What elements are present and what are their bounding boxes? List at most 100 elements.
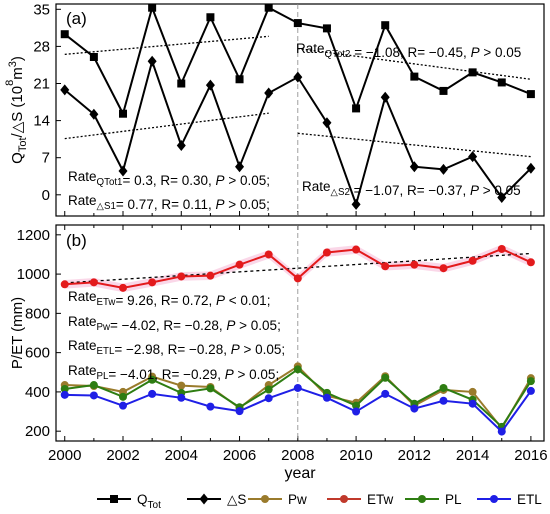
panel-b: 200 400 600 800 1000 1200 2000 2002 2004 2006 2008… bbox=[9, 224, 548, 482]
legend-marker-diamond bbox=[199, 493, 209, 505]
legend-marker-circle bbox=[418, 495, 426, 503]
point-etl bbox=[468, 399, 477, 408]
point-etl bbox=[322, 393, 331, 402]
point-qtot bbox=[206, 13, 215, 22]
point-pl bbox=[439, 383, 448, 392]
point-ds bbox=[468, 151, 478, 163]
point-ds bbox=[526, 162, 536, 174]
point-pl bbox=[526, 377, 535, 386]
x-tick-label: 2010 bbox=[339, 447, 372, 464]
point-etw bbox=[206, 271, 215, 280]
point-pl bbox=[352, 401, 361, 410]
point-qtot bbox=[293, 19, 302, 28]
point-etl bbox=[119, 401, 128, 410]
y-tick-label-a: 28 bbox=[33, 38, 50, 55]
x-tick-label: 2006 bbox=[223, 447, 256, 464]
annotation-a: RateQTot1= 0.3, R= 0.30, P > 0.05; bbox=[68, 169, 270, 188]
annotation-a: Rate△S2 = −1.07, R= −0.37, P > 0.05 bbox=[302, 179, 521, 198]
annotation-a: Rate△S1= 0.77, R= 0.11, P > 0.05; bbox=[68, 193, 270, 212]
x-tick-label: 2000 bbox=[48, 447, 81, 464]
point-etl bbox=[352, 407, 361, 416]
legend-label: ETL bbox=[517, 492, 542, 507]
point-qtot bbox=[439, 86, 448, 95]
point-etl bbox=[293, 383, 302, 392]
panel-a: 0 7 14 21 28 35 (a) RateQTot2 = −1.08, R= −0.45… bbox=[4, 1, 545, 217]
point-qtot bbox=[89, 53, 98, 61]
y-tick-label-a: 21 bbox=[33, 76, 50, 93]
point-etw bbox=[468, 256, 477, 265]
point-ds bbox=[235, 161, 245, 173]
y-tick-label-b: 600 bbox=[25, 345, 50, 362]
legend-marker-circle bbox=[490, 495, 498, 503]
y-tick-label-b: 1000 bbox=[17, 266, 50, 283]
point-qtot bbox=[526, 90, 535, 99]
legend-marker-circle bbox=[261, 495, 269, 503]
point-pl bbox=[119, 392, 128, 401]
legend-label: ETw bbox=[367, 492, 394, 507]
annotation-b: RatePw= −4.02, R= −0.28, P > 0.05; bbox=[68, 314, 281, 333]
point-etw bbox=[235, 260, 244, 269]
point-etw bbox=[148, 278, 157, 287]
point-ds bbox=[118, 165, 128, 177]
point-ds bbox=[205, 79, 215, 91]
annotation-b: RatePL= −4.01, R= −0.29, P > 0.05; bbox=[68, 363, 279, 382]
point-etw bbox=[89, 278, 98, 287]
point-ds bbox=[60, 84, 70, 96]
point-etw bbox=[497, 244, 506, 253]
point-qtot bbox=[119, 109, 128, 118]
point-qtot bbox=[148, 3, 157, 12]
point-qtot bbox=[177, 79, 186, 88]
point-pl bbox=[89, 381, 98, 390]
point-ds bbox=[89, 108, 99, 120]
point-etw bbox=[352, 245, 361, 254]
point-etl bbox=[381, 389, 390, 398]
point-pl bbox=[148, 375, 157, 384]
point-etw bbox=[293, 274, 302, 283]
plot-frame-a bbox=[55, 3, 545, 217]
point-qtot bbox=[322, 24, 331, 33]
point-ds bbox=[147, 55, 157, 67]
plot-frame-b bbox=[55, 224, 545, 442]
point-pw bbox=[468, 387, 477, 396]
point-etw bbox=[322, 248, 331, 257]
legend-marker-circle bbox=[340, 495, 348, 503]
point-ds bbox=[322, 117, 332, 129]
point-pl bbox=[264, 385, 273, 394]
point-qtot bbox=[468, 68, 477, 77]
point-ds bbox=[176, 140, 186, 152]
point-etl bbox=[235, 407, 244, 416]
point-etl bbox=[89, 391, 98, 400]
x-axis-label: year bbox=[284, 465, 316, 482]
y-tick-label-a: 35 bbox=[33, 1, 50, 18]
y-axis-label-b: P/ET (mm) bbox=[9, 297, 26, 369]
point-etw bbox=[60, 280, 69, 289]
trendline-a bbox=[297, 47, 531, 80]
point-etl bbox=[497, 427, 506, 436]
y-tick-label-a: 0 bbox=[42, 187, 50, 204]
legend-label: Pw bbox=[288, 492, 307, 507]
point-qtot bbox=[497, 78, 506, 87]
x-tick-label: 2012 bbox=[398, 447, 431, 464]
point-etw bbox=[439, 264, 448, 273]
point-ds bbox=[264, 87, 274, 99]
annotation-b: RateETw= 9.26, R= 0.72, P < 0.01; bbox=[68, 289, 270, 308]
trendline-a bbox=[297, 132, 531, 158]
legend-label: △S bbox=[227, 492, 246, 507]
annotation-a: RateQTot2 = −1.08, R= −0.45, P > 0.05 bbox=[296, 41, 521, 60]
point-qtot bbox=[381, 21, 390, 30]
point-etl bbox=[60, 390, 69, 399]
x-tick-label: 2014 bbox=[456, 447, 489, 464]
point-ds bbox=[409, 161, 419, 173]
point-qtot bbox=[352, 104, 361, 113]
point-etw bbox=[381, 262, 390, 271]
point-pl bbox=[381, 373, 390, 382]
y-tick-label-b: 1200 bbox=[17, 227, 50, 244]
point-pw bbox=[177, 381, 186, 390]
panel-label-b: (b) bbox=[66, 231, 87, 250]
point-ds bbox=[438, 163, 448, 175]
point-qtot bbox=[60, 30, 69, 39]
point-ds bbox=[497, 191, 507, 203]
point-pl bbox=[293, 365, 302, 374]
x-tick-label: 2008 bbox=[281, 447, 314, 464]
x-tick-label: 2016 bbox=[514, 447, 547, 464]
